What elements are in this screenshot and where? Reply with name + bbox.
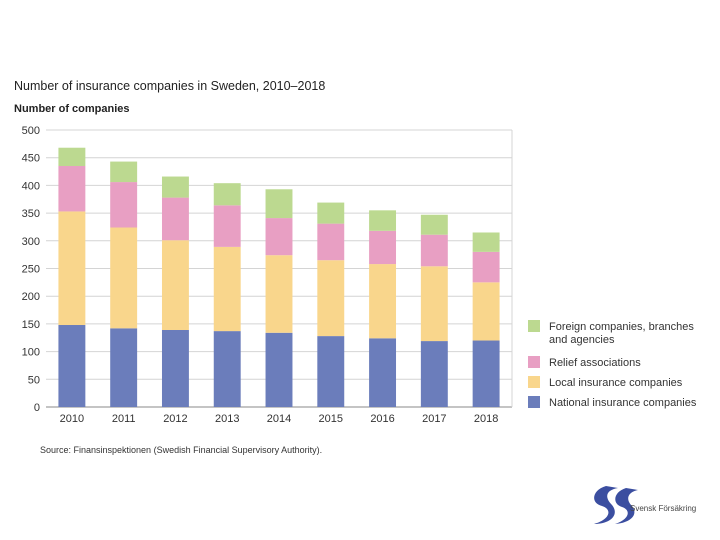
bar-2016-relief-associations [369,230,397,265]
legend-swatch [528,320,540,332]
bar-2016-foreign-companies-branches-and-agencies [369,210,397,231]
bar-2017-relief-associations [420,234,448,267]
bar-2018-national-insurance-companies [472,340,500,407]
x-tick-label: 2016 [370,413,394,425]
bar-2010-national-insurance-companies [58,325,86,407]
logo-text: Svensk Försäkring [630,504,696,513]
bar-2013-national-insurance-companies [213,331,241,407]
y-axis-label: Number of companies [14,103,130,115]
svensk-forsakring-logo: Svensk Försäkring [594,486,696,524]
chart-title: Number of insurance companies in Sweden,… [14,79,325,93]
bar-2010-local-insurance-companies [58,211,86,326]
bar-2011-foreign-companies-branches-and-agencies [110,161,138,183]
y-tick-label: 350 [22,208,40,220]
bar-2014-national-insurance-companies [265,332,293,407]
bars [58,147,500,407]
logo-mark-icon [594,486,618,524]
bar-2012-local-insurance-companies [161,240,189,330]
bar-2013-relief-associations [213,205,241,247]
y-tick-label: 450 [22,153,40,165]
x-tick-label: 2015 [319,413,343,425]
bar-2013-local-insurance-companies [213,246,241,332]
bar-2010-relief-associations [58,166,86,212]
x-tick-label: 2014 [267,413,291,425]
bar-2016-local-insurance-companies [369,264,397,339]
bar-2014-relief-associations [265,218,293,256]
bar-2011-relief-associations [110,182,138,228]
y-tick-label: 250 [22,264,40,276]
bar-2016-national-insurance-companies [369,338,397,407]
bar-2018-relief-associations [472,251,500,283]
bar-2012-national-insurance-companies [161,329,189,407]
bar-2017-national-insurance-companies [420,341,448,407]
bar-2017-foreign-companies-branches-and-agencies [420,214,448,235]
y-tick-label: 500 [22,125,40,137]
x-tick-label: 2017 [422,413,446,425]
bar-2014-foreign-companies-branches-and-agencies [265,189,293,219]
legend-label: and agencies [549,334,615,346]
x-tick-label: 2010 [60,413,84,425]
y-tick-label: 300 [22,236,40,248]
x-tick-label: 2012 [163,413,187,425]
bar-2011-local-insurance-companies [110,227,138,329]
legend-label: Relief associations [549,357,641,369]
x-axis-ticks: 2010 2011 2012 2013 2014 2015 2016 2017 2018 [60,413,499,425]
bar-2018-local-insurance-companies [472,282,500,341]
bar-2018-foreign-companies-branches-and-agencies [472,232,500,252]
y-tick-label: 400 [22,180,40,192]
y-tick-label: 200 [22,291,40,303]
legend-label: National insurance companies [549,397,697,409]
bar-2010-foreign-companies-branches-and-agencies [58,147,86,167]
y-tick-label: 150 [22,319,40,331]
x-tick-label: 2018 [474,413,498,425]
y-tick-label: 100 [22,347,40,359]
bar-2015-foreign-companies-branches-and-agencies [317,202,345,224]
x-tick-label: 2013 [215,413,239,425]
logo-mark-icon [615,488,638,524]
legend-swatch [528,356,540,368]
bar-2015-national-insurance-companies [317,336,345,407]
bar-2012-relief-associations [161,197,189,241]
y-axis-ticks: 0 50 100 150 200 250 300 350 400 450 500 [22,125,40,414]
y-tick-label: 50 [28,374,40,386]
bar-2013-foreign-companies-branches-and-agencies [213,183,241,206]
y-tick-label: 0 [34,402,40,414]
legend-label: Foreign companies, branches [549,321,694,333]
bar-2017-local-insurance-companies [420,266,448,342]
legend-label: Local insurance companies [549,377,683,389]
bar-2011-national-insurance-companies [110,328,138,407]
legend-swatch [528,396,540,408]
bar-2014-local-insurance-companies [265,255,293,333]
bar-2012-foreign-companies-branches-and-agencies [161,176,189,198]
source-note: Source: Finansinspektionen (Swedish Fina… [40,445,322,455]
legend-swatch [528,376,540,388]
x-tick-label: 2011 [112,413,136,425]
bar-2015-relief-associations [317,223,345,261]
bar-2015-local-insurance-companies [317,260,345,337]
